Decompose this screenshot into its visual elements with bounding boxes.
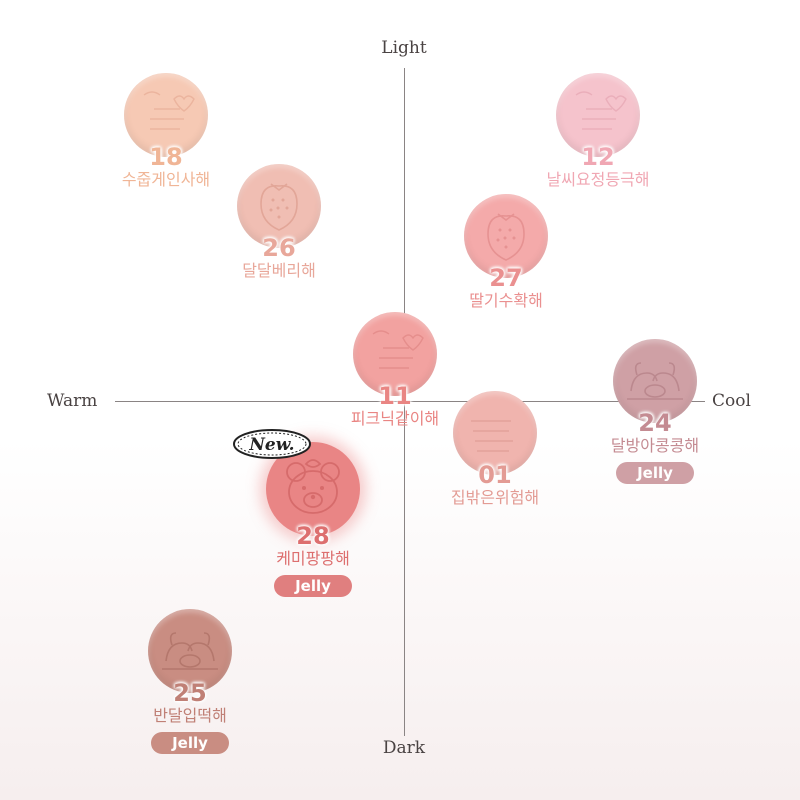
product-25[interactable]: 25 반달입떡해 Jelly [90, 609, 290, 754]
blush-compact-24[interactable] [613, 339, 697, 423]
product-number: 25 [173, 679, 207, 707]
axis-label-warm: Warm [47, 391, 98, 411]
product-name: 달달베리해 [242, 261, 316, 280]
product-number: 18 [149, 143, 183, 171]
product-12[interactable]: 12 날씨요정등극해 [498, 73, 698, 190]
jelly-badge: Jelly [616, 462, 694, 484]
blush-compact-18[interactable] [124, 73, 208, 157]
product-name: 피크닉같이해 [350, 409, 440, 428]
product-number: 01 [478, 461, 512, 489]
product-name: 반달입떡해 [153, 706, 227, 725]
horizontal-axis [115, 401, 705, 402]
bear-icon [286, 459, 340, 514]
strawberry-icon [260, 183, 298, 231]
new-badge: New. [231, 427, 313, 461]
embossed-text-icon [575, 91, 627, 130]
axis-label-cool: Cool [712, 391, 751, 411]
strawberry-icon [487, 213, 525, 261]
blush-compact-12[interactable] [556, 73, 640, 157]
embossed-text-icon [372, 330, 424, 369]
blush-compact-27[interactable] [464, 194, 548, 278]
product-number: 27 [489, 264, 523, 292]
blush-compact-25[interactable] [148, 609, 232, 693]
product-18[interactable]: 18 수줍게인사해 [66, 73, 266, 190]
rabbits-icon [162, 632, 218, 670]
vertical-axis [404, 68, 405, 736]
product-11[interactable]: 11 피크닉같이해 [295, 312, 495, 429]
new-badge-text: New. [248, 435, 294, 455]
product-number: 12 [581, 143, 615, 171]
product-number: 24 [638, 409, 672, 437]
embossed-text-icon [143, 91, 195, 130]
jelly-badge: Jelly [274, 575, 352, 597]
product-name: 집밖은위험해 [450, 488, 540, 507]
rabbits-icon [627, 362, 683, 400]
product-28[interactable]: 28 케미팡팡해 Jelly [213, 442, 413, 597]
product-number: 26 [262, 234, 296, 262]
blush-compact-01[interactable] [453, 391, 537, 475]
axis-label-dark: Dark [382, 738, 426, 758]
embossed-text-icon [471, 420, 513, 452]
axis-label-light: Light [381, 38, 427, 58]
blush-compact-11[interactable] [353, 312, 437, 396]
product-number: 28 [296, 522, 330, 550]
product-name: 케미팡팡해 [276, 549, 350, 568]
product-name: 수줍게인사해 [121, 170, 211, 189]
product-number: 11 [378, 382, 412, 410]
product-01[interactable]: 01 집밖은위험해 [395, 391, 595, 508]
product-24[interactable]: 24 달방아콩콩해 Jelly [555, 339, 755, 484]
product-name: 날씨요정등극해 [546, 170, 650, 189]
product-26[interactable]: 26 달달베리해 [179, 164, 379, 281]
blush-compact-26[interactable] [237, 164, 321, 248]
product-27[interactable]: 27 딸기수확해 [406, 194, 606, 311]
product-name: 달방아콩콩해 [610, 436, 700, 455]
product-name: 딸기수확해 [469, 291, 543, 310]
jelly-badge: Jelly [151, 732, 229, 754]
